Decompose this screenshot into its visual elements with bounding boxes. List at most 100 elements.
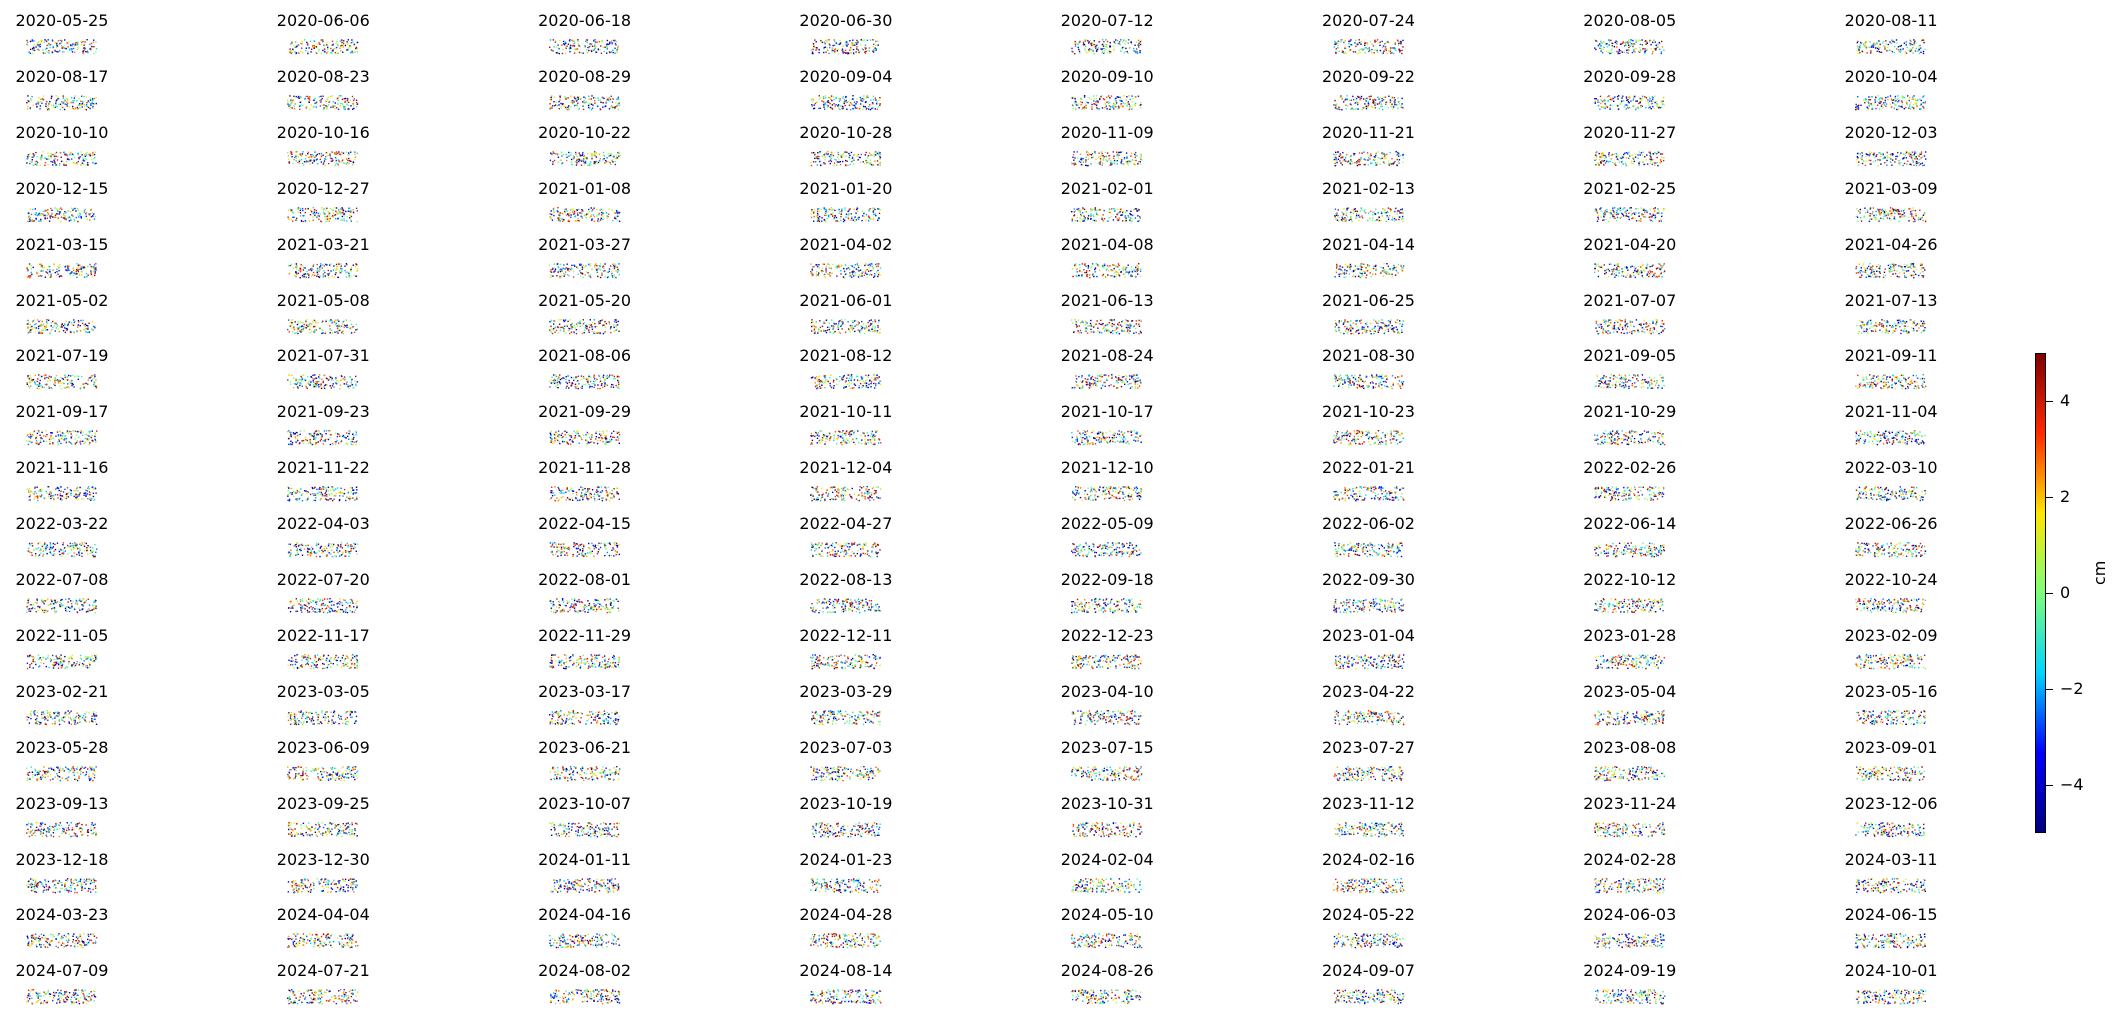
pixel-mark bbox=[867, 105, 870, 108]
pixel-mark bbox=[1092, 156, 1095, 158]
pixel-mark bbox=[824, 208, 827, 210]
pixel-mark bbox=[1367, 156, 1369, 159]
pixel-mark bbox=[855, 48, 858, 50]
pixel-mark bbox=[573, 97, 576, 100]
pixel-mark bbox=[50, 215, 52, 217]
pixel-mark bbox=[334, 153, 336, 155]
pixel-mark bbox=[1611, 153, 1614, 156]
pixel-mark bbox=[1334, 52, 1336, 54]
pixel-mark bbox=[1349, 49, 1351, 51]
pixel-mark bbox=[1902, 164, 1904, 166]
panel-title: 2020-09-10 bbox=[1042, 67, 1172, 86]
pixel-mark bbox=[34, 163, 37, 165]
pixel-mark bbox=[603, 50, 605, 53]
pixel-mark bbox=[1105, 155, 1108, 157]
pixel-mark bbox=[1605, 210, 1608, 213]
pixel-mark bbox=[559, 102, 562, 105]
pixel-mark bbox=[356, 46, 358, 49]
pixel-mark bbox=[1135, 151, 1137, 154]
pixel-mark bbox=[1915, 212, 1917, 215]
pixel-mark bbox=[811, 208, 813, 211]
pixel-mark bbox=[1089, 39, 1092, 42]
pixel-mark bbox=[1334, 162, 1336, 164]
pixel-mark bbox=[840, 215, 842, 217]
pixel-mark bbox=[1621, 42, 1624, 44]
pixel-mark bbox=[1632, 43, 1635, 45]
pixel-mark bbox=[1615, 46, 1618, 49]
pixel-mark bbox=[93, 218, 96, 220]
pixel-mark bbox=[1661, 100, 1663, 102]
pixel-mark bbox=[336, 151, 338, 153]
pixel-mark bbox=[33, 40, 35, 42]
pixel-mark bbox=[64, 47, 66, 49]
pixel-mark bbox=[1087, 151, 1090, 154]
pixel-mark bbox=[1601, 153, 1603, 155]
pixel-mark bbox=[1124, 43, 1127, 45]
pixel-mark bbox=[812, 43, 815, 46]
pixel-mark bbox=[326, 107, 328, 110]
pixel-mark bbox=[80, 104, 82, 106]
pixel-mark bbox=[565, 209, 568, 212]
pixel-mark bbox=[1075, 163, 1077, 165]
pixel-mark bbox=[830, 95, 833, 97]
pixel-mark bbox=[1868, 98, 1870, 101]
pixel-mark bbox=[1594, 209, 1596, 212]
pixel-mark bbox=[1632, 99, 1634, 101]
pixel-mark bbox=[61, 47, 63, 49]
pixel-mark bbox=[1878, 40, 1880, 42]
pixel-mark bbox=[1140, 106, 1142, 109]
pixel-mark bbox=[832, 50, 834, 53]
pixel-mark bbox=[850, 212, 852, 215]
pixel-mark bbox=[1887, 212, 1890, 215]
pixel-mark bbox=[1394, 218, 1397, 221]
pixel-mark bbox=[1632, 43, 1634, 46]
pixel-mark bbox=[341, 98, 344, 100]
pixel-mark bbox=[1131, 158, 1134, 161]
pixel-mark bbox=[1619, 43, 1622, 45]
pixel-mark bbox=[35, 103, 37, 105]
pixel-mark bbox=[1334, 217, 1336, 220]
pixel-mark bbox=[1337, 158, 1339, 160]
pixel-mark bbox=[344, 101, 347, 103]
pixel-mark bbox=[878, 151, 880, 153]
pixel-mark bbox=[1379, 49, 1381, 52]
pixel-mark bbox=[1138, 46, 1140, 48]
pixel-mark bbox=[840, 156, 843, 158]
pixel-mark bbox=[296, 45, 298, 47]
pixel-mark bbox=[1619, 207, 1621, 209]
pixel-mark bbox=[311, 155, 313, 158]
pixel-mark bbox=[354, 153, 356, 155]
pixel-mark bbox=[1336, 44, 1339, 47]
pixel-mark bbox=[343, 97, 346, 100]
pixel-mark bbox=[837, 53, 840, 55]
pixel-mark bbox=[1874, 156, 1876, 159]
pixel-mark bbox=[578, 51, 580, 54]
pixel-mark bbox=[1119, 151, 1121, 153]
pixel-mark bbox=[1371, 213, 1373, 216]
pixel-mark bbox=[305, 49, 307, 52]
pixel-mark bbox=[1401, 106, 1404, 109]
pixel-mark bbox=[1092, 49, 1094, 52]
pixel-mark bbox=[1072, 104, 1075, 107]
pixel-mark bbox=[92, 98, 94, 101]
pixel-mark bbox=[588, 103, 590, 105]
pixel-mark bbox=[1109, 208, 1111, 210]
pixel-mark bbox=[338, 208, 340, 211]
pixel-mark bbox=[865, 100, 867, 103]
pixel-mark bbox=[836, 160, 838, 163]
pixel-mark bbox=[35, 211, 37, 214]
pixel-mark bbox=[1079, 52, 1081, 54]
pixel-mark bbox=[556, 217, 559, 219]
pixel-mark bbox=[1660, 100, 1662, 102]
pixel-mark bbox=[53, 263, 55, 265]
pixel-mark bbox=[323, 161, 325, 164]
pixel-mark bbox=[592, 40, 594, 42]
pixel-mark bbox=[1103, 98, 1106, 101]
pixel-mark bbox=[1125, 40, 1128, 42]
pixel-mark bbox=[1080, 100, 1082, 103]
pixel-mark bbox=[1364, 47, 1366, 49]
pixel-mark bbox=[833, 216, 835, 219]
pixel-mark bbox=[1631, 216, 1634, 219]
pixel-mark bbox=[1594, 48, 1597, 51]
pixel-mark bbox=[1649, 215, 1651, 218]
